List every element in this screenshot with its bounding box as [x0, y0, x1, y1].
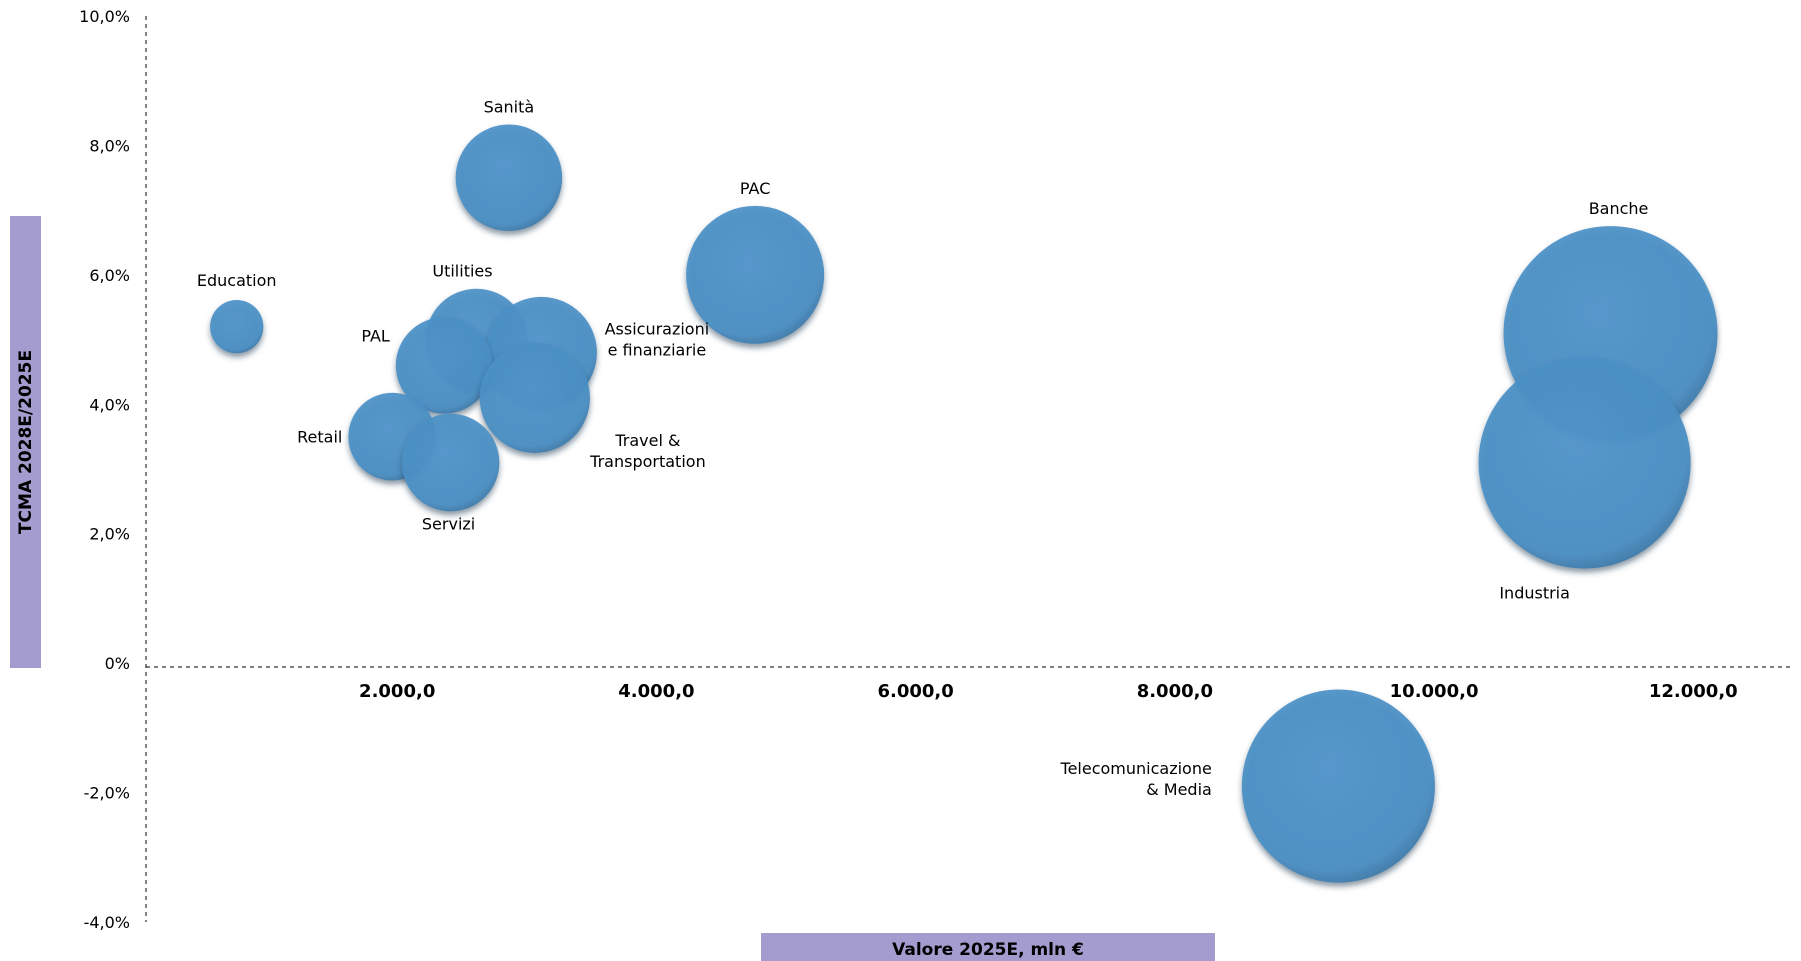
x-tick-label: 12.000,0	[1649, 681, 1738, 702]
bubble-travel-and-transportation	[479, 342, 590, 453]
bubble-pac	[686, 205, 825, 344]
x-tick-label: 8.000,0	[1137, 681, 1213, 702]
y-tick-label: -4,0%	[84, 913, 130, 932]
y-tick-label: 0%	[105, 654, 130, 673]
bubble-education	[210, 299, 264, 354]
y-tick-labels: 10,0% 8,0% 6,0% 4,0% 2,0% 0% -2,0% -4,0%	[79, 7, 130, 932]
bubbles	[210, 124, 1718, 883]
y-tick-label: 6,0%	[89, 266, 130, 285]
bubble-servizi	[401, 413, 500, 512]
bubble-label-sanita: Sanità	[484, 98, 535, 117]
bubble-label-banche: Banche	[1589, 199, 1649, 218]
x-axis-title-bg	[761, 933, 1215, 961]
bubble-label-retail: Retail	[297, 428, 342, 447]
bubble-industria	[1478, 356, 1691, 569]
bubble-label-pac: PAC	[740, 179, 770, 198]
bubble-label-telecomunicazione-and-media: Telecomunicazione & Media	[1060, 759, 1212, 799]
bubble-label-industria: Industria	[1499, 584, 1570, 603]
bubble-telecomunicazione-and-media	[1241, 689, 1435, 883]
y-axis-title-bg	[10, 216, 41, 668]
y-tick-label: 8,0%	[89, 136, 130, 155]
bubble-pal	[395, 317, 493, 414]
x-axis-title: Valore 2025E, mln €	[892, 940, 1084, 960]
bubble-label-servizi: Servizi	[422, 514, 475, 533]
y-axis-title: TCMA 2028E/2025E	[16, 350, 36, 534]
x-tick-labels: 2.000,0 4.000,0 6.000,0 8.000,0 10.000,0 12.0…	[359, 681, 1738, 702]
y-tick-label: 4,0%	[89, 395, 130, 414]
bubble-labels: Sanità PAC Education Utilities Assicurazioni…	[197, 98, 1649, 800]
x-tick-label: 6.000,0	[877, 681, 953, 702]
x-tick-label: 2.000,0	[359, 681, 435, 702]
bubble-label-assicurazioni-e-finanziarie: Assicurazioni e finanziarie	[605, 320, 710, 360]
y-tick-label: 10,0%	[79, 7, 130, 26]
x-tick-label: 10.000,0	[1390, 681, 1479, 702]
bubble-label-travel-and-transportation: Travel & Transportation	[589, 431, 706, 471]
y-tick-label: 2,0%	[89, 525, 130, 544]
bubble-label-pal: PAL	[361, 326, 390, 345]
x-tick-label: 4.000,0	[618, 681, 694, 702]
y-tick-label: -2,0%	[84, 784, 130, 803]
bubble-label-utilities: Utilities	[432, 262, 492, 281]
bubble-label-education: Education	[197, 271, 277, 290]
bubble-sanita	[455, 124, 563, 232]
